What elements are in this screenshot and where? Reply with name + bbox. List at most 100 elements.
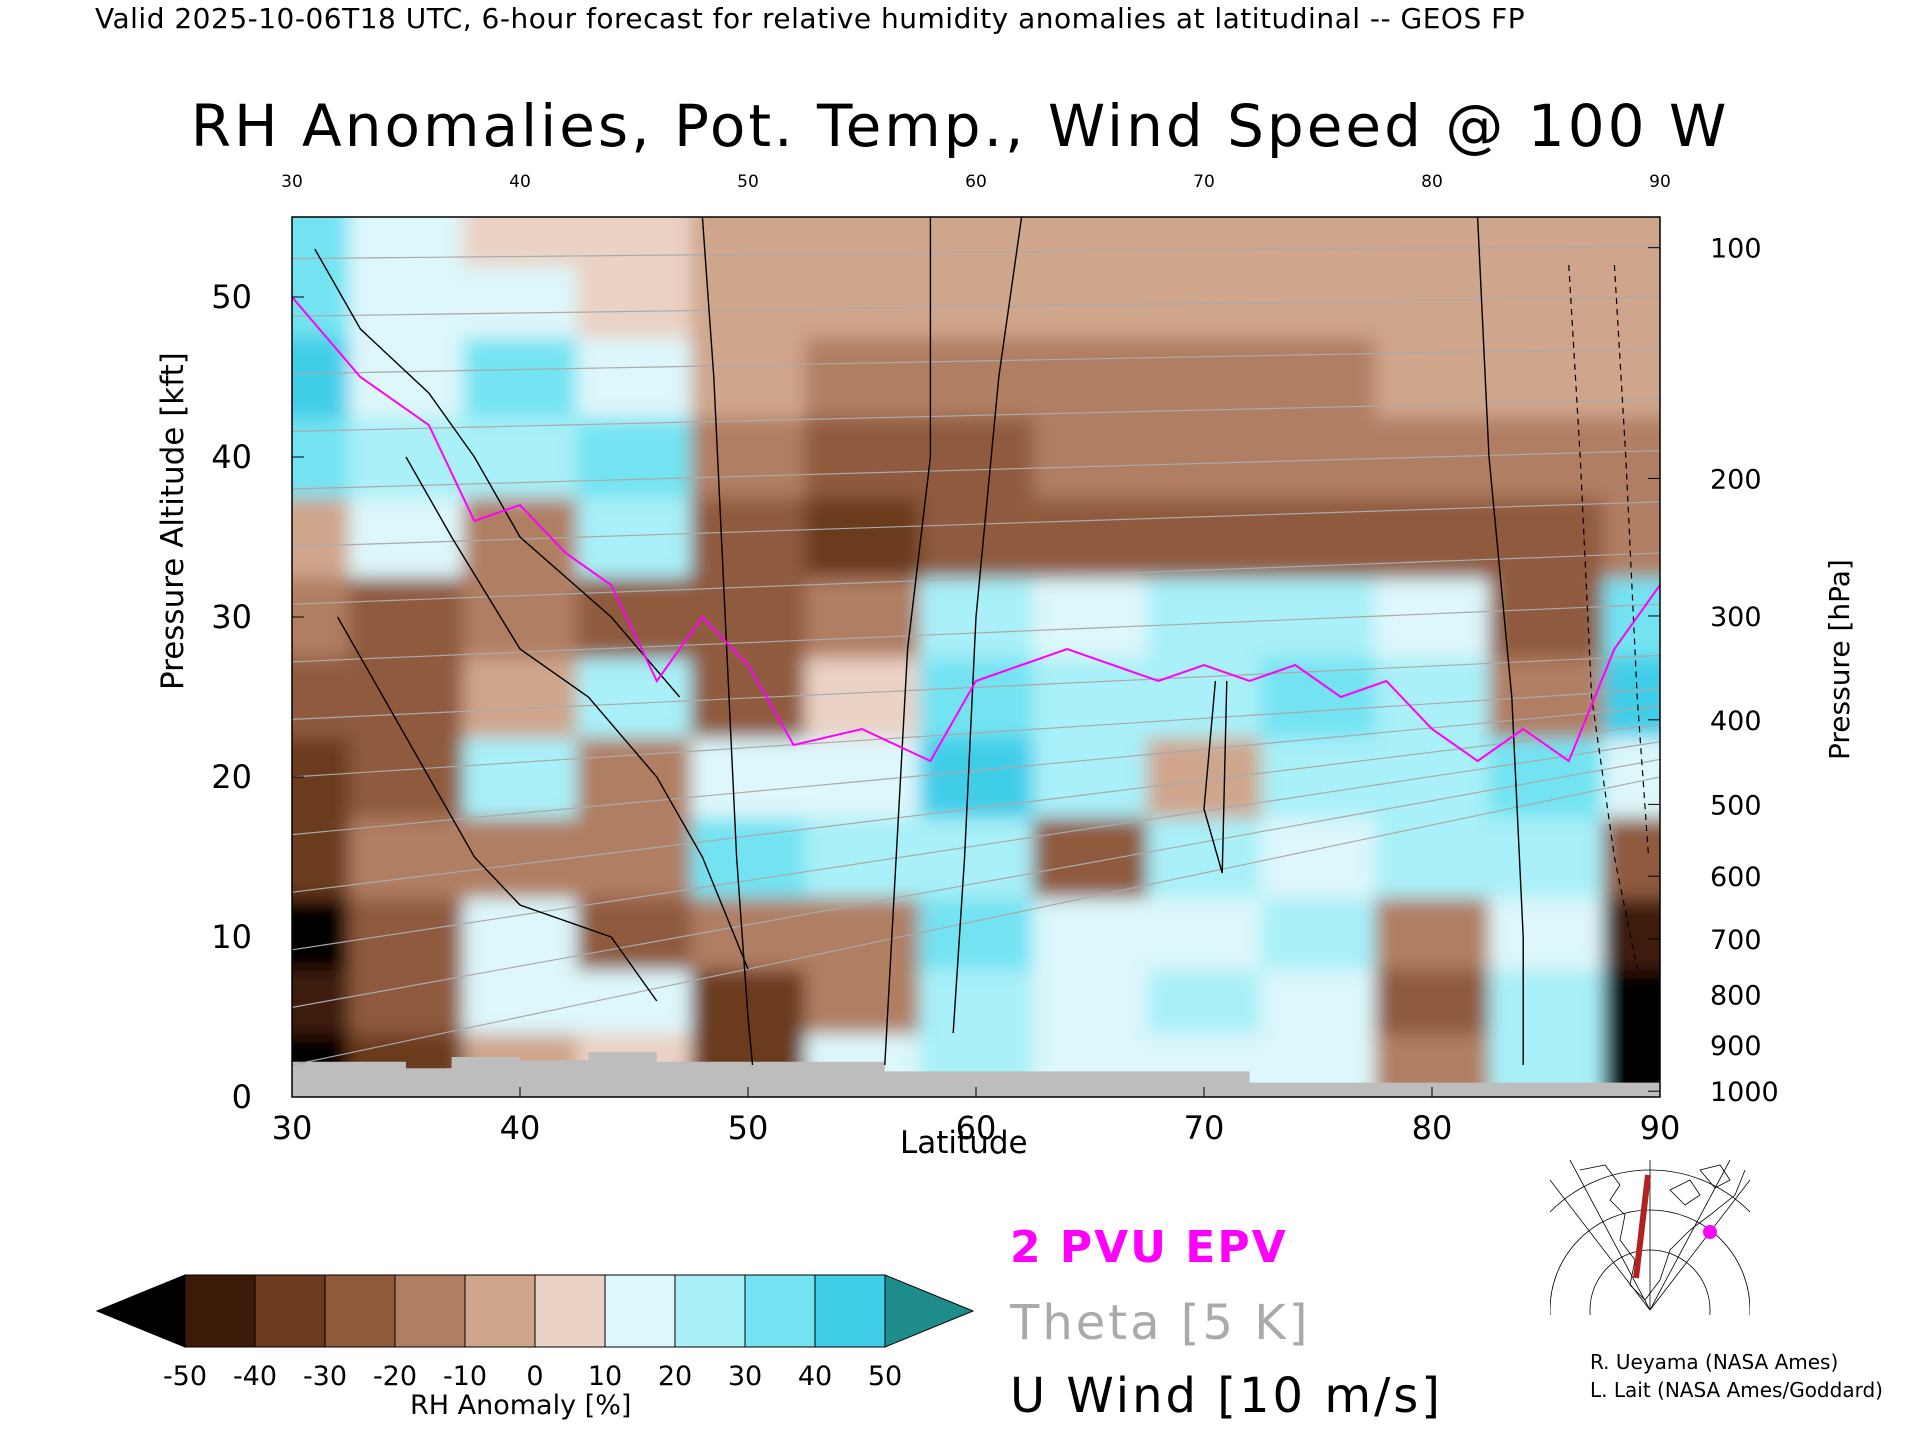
colorbar-bin	[254, 1274, 326, 1348]
rh-cell	[349, 265, 464, 338]
rh-cell	[349, 817, 464, 898]
rh-cell	[463, 337, 578, 418]
colorbar-tick-label: -10	[443, 1361, 487, 1392]
rh-cell	[349, 897, 464, 970]
rh-cell	[292, 657, 350, 738]
u-wind-contour	[314, 248, 681, 698]
rh-cell	[292, 337, 350, 418]
colorbar-tick-label: 40	[798, 1361, 832, 1392]
theta-contour	[292, 758, 1660, 1008]
rh-cell	[1147, 265, 1262, 338]
theta-contour	[292, 450, 1660, 490]
rh-cell	[919, 497, 1034, 578]
axis-ticks: 3030404050506060707080809090010203040501…	[211, 172, 1778, 1147]
rh-cell	[1603, 337, 1660, 418]
y-axis-label: Pressure Altitude [kft]	[155, 352, 191, 690]
legend-epv: 2 PVU EPV	[1010, 1222, 1288, 1273]
p-tick-label: 700	[1710, 925, 1762, 956]
rh-cell	[1603, 217, 1660, 266]
theta-contour	[292, 723, 1660, 893]
rh-cell	[463, 577, 578, 658]
rh-cell	[349, 577, 464, 658]
theta-contour	[292, 552, 1660, 605]
rh-cell	[292, 265, 350, 338]
rh-cell	[1489, 417, 1604, 498]
y-tick-label: 50	[211, 278, 252, 316]
legend-u-wind: U Wind [10 m/s]	[1010, 1368, 1444, 1424]
rh-cell	[463, 217, 578, 266]
colorbar-bin	[184, 1274, 256, 1348]
x-tick-label: 50	[728, 1109, 769, 1147]
terrain-shape	[292, 1052, 1660, 1097]
rh-cell	[1603, 897, 1660, 970]
credit-line-2: L. Lait (NASA Ames/Goddard)	[1590, 1378, 1883, 1402]
x-axis-label: Latitude	[900, 1125, 1028, 1161]
rh-cell	[691, 417, 806, 498]
rh-cell	[1147, 217, 1262, 266]
u-wind-contour	[1476, 217, 1524, 1065]
rh-cell	[1261, 969, 1376, 1034]
colorbar-tick-label: 10	[588, 1361, 622, 1392]
rh-cell	[1033, 577, 1148, 658]
u-wind-contours	[314, 217, 1650, 1066]
y-tick-label: 0	[232, 1078, 252, 1116]
theta-contour	[292, 741, 1660, 951]
rh-cell	[1033, 817, 1148, 898]
p-tick-label: 200	[1710, 464, 1762, 495]
rh-cell	[349, 337, 464, 418]
rh-cell	[805, 497, 920, 578]
rh-cell	[1603, 577, 1660, 658]
rh-cell	[1375, 217, 1490, 266]
theta-contour	[292, 347, 1660, 375]
theta-contour	[292, 398, 1660, 432]
rh-cell	[805, 217, 920, 266]
legend-theta: Theta [5 K]	[1010, 1295, 1311, 1351]
u-wind-contour-negative	[1613, 264, 1650, 858]
rh-cell	[1489, 817, 1604, 898]
colorbar-tick-label: 20	[658, 1361, 692, 1392]
rh-cell	[691, 337, 806, 418]
p-tick-label: 600	[1710, 862, 1762, 893]
rh-cell	[691, 737, 806, 818]
colorbar-max-arrow	[884, 1274, 975, 1348]
rh-cell	[1375, 897, 1490, 970]
colorbar-tick-label: -40	[233, 1361, 277, 1392]
terrain-mask	[292, 1052, 1660, 1097]
theta-contour	[292, 501, 1660, 548]
rh-cell	[292, 897, 350, 970]
theta-contour	[292, 688, 1660, 778]
rh-cell	[1489, 217, 1604, 266]
rh-cell	[919, 657, 1034, 738]
rh-cell	[805, 577, 920, 658]
rh-cell	[1147, 897, 1262, 970]
rh-cell	[805, 265, 920, 338]
rh-cell	[919, 217, 1034, 266]
rh-cell	[1375, 657, 1490, 738]
rh-cell	[805, 969, 920, 1034]
x-tick-label: 90	[1640, 1109, 1681, 1147]
rh-cell	[1261, 337, 1376, 418]
rh-cell	[1147, 417, 1262, 498]
rh-cell	[1147, 337, 1262, 418]
rh-cell	[577, 337, 692, 418]
rh-cell	[577, 417, 692, 498]
epv-2pvu-path	[292, 296, 1660, 763]
u-wind-contour	[952, 217, 1023, 1034]
rh-cell	[1603, 497, 1660, 578]
x-tick-label: 80	[1412, 1109, 1453, 1147]
colorbar-bin	[534, 1274, 606, 1348]
colorbar-min-arrow	[95, 1274, 186, 1348]
rh-cell	[463, 657, 578, 738]
x-top-tick-label: 30	[281, 172, 303, 192]
rh-cell	[1033, 417, 1148, 498]
rh-cell	[691, 217, 806, 266]
p-tick-label: 500	[1710, 790, 1762, 821]
rh-cell	[691, 817, 806, 898]
colorbar-bin	[814, 1274, 886, 1348]
colorbar-tick-label: 50	[868, 1361, 902, 1392]
u-wind-contour	[884, 217, 932, 1066]
x-top-tick-label: 90	[1649, 172, 1671, 192]
rh-cell	[292, 497, 350, 578]
rh-cell	[1603, 969, 1660, 1034]
rh-cell	[919, 417, 1034, 498]
